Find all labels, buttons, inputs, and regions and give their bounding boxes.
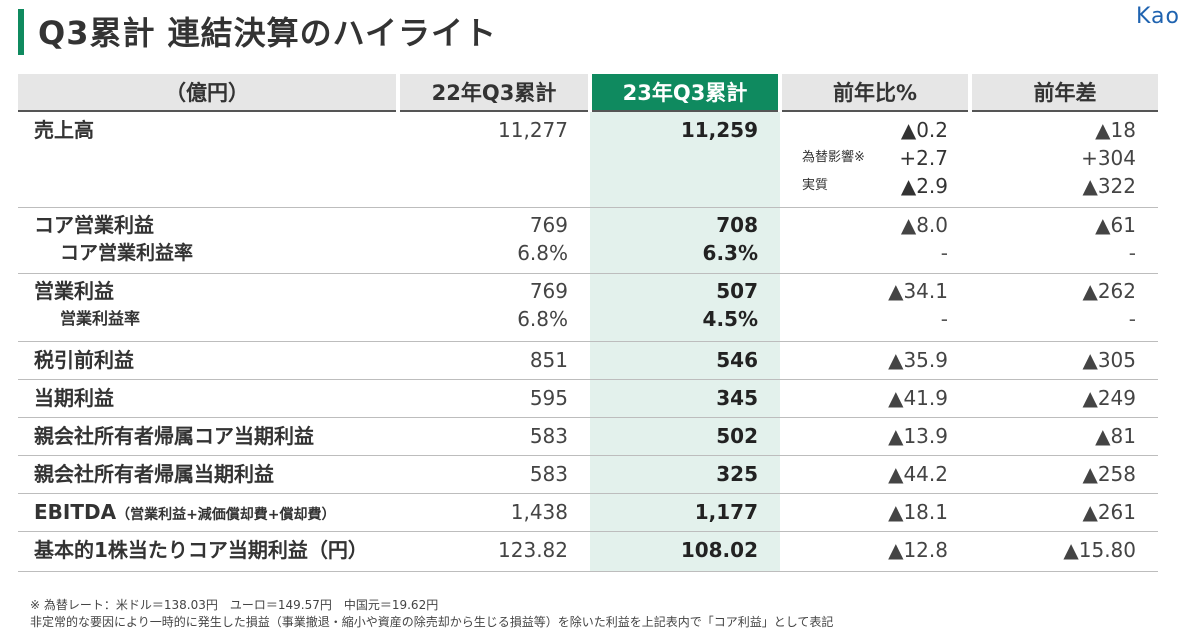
- yoy-ratio: -: [940, 240, 948, 265]
- page-title: Q3累計 連結決算のハイライト: [38, 14, 497, 52]
- diff-ratio: -: [1128, 306, 1136, 331]
- diff-real-value: ▲322: [1082, 174, 1136, 198]
- title-accent-bar: [18, 9, 24, 55]
- table-header-row: （億円） 22年Q3累計 23年Q3累計 前年比% 前年差: [18, 74, 1158, 112]
- column-header-prev-year: 22年Q3累計: [396, 74, 590, 112]
- curr-ratio: 6.3%: [702, 240, 758, 265]
- yoy-value: ▲34.1: [888, 278, 948, 303]
- diff-value: ▲61: [1095, 212, 1136, 237]
- row-sub-label: コア営業利益率: [60, 241, 194, 264]
- diff-value: ▲18: [1095, 118, 1136, 142]
- curr-value: 708: [716, 212, 758, 237]
- diff-value: ▲81: [1095, 423, 1136, 448]
- table-row: 営業利益 営業利益率 769 6.8% 507 4.5% ▲34.1 - ▲26…: [18, 273, 1158, 342]
- prev-value: 123.82: [498, 537, 568, 562]
- financial-highlights-table: （億円） 22年Q3累計 23年Q3累計 前年比% 前年差 売上高 11,277…: [18, 74, 1158, 572]
- column-header-yoy-percent: 前年比%: [778, 74, 970, 112]
- diff-value: ▲305: [1082, 347, 1136, 372]
- yoy-value: ▲35.9: [888, 347, 948, 372]
- ebitda-label: EBITDA: [34, 499, 117, 524]
- row-sub-label: 営業利益率: [60, 308, 141, 328]
- prev-value: 769: [529, 278, 568, 303]
- prev-value: 769: [529, 212, 568, 237]
- curr-value: 325: [716, 461, 758, 486]
- curr-value: 507: [716, 278, 758, 303]
- row-label: 売上高: [34, 118, 94, 142]
- table-row: 売上高 11,277 11,259 ▲0.2 為替影響※ +2.7 実質 ▲2.9 …: [18, 111, 1158, 208]
- prev-value: 851: [529, 347, 568, 372]
- yoy-ratio: -: [940, 306, 948, 331]
- diff-value: ▲258: [1082, 461, 1136, 486]
- diff-ratio: -: [1128, 240, 1136, 265]
- yoy-value: ▲44.2: [888, 461, 948, 486]
- table-row: 税引前利益 851 546 ▲35.9 ▲305: [18, 341, 1158, 380]
- yoy-value: ▲13.9: [888, 423, 948, 448]
- prev-value: 583: [529, 461, 568, 486]
- yoy-value: ▲0.2: [900, 118, 948, 142]
- row-label: 税引前利益: [34, 347, 134, 372]
- diff-fx-value: +304: [1081, 146, 1136, 170]
- row-label: 親会社所有者帰属当期利益: [34, 461, 274, 486]
- fx-impact-label: 為替影響※: [802, 150, 865, 165]
- row-label: 基本的1株当たりコア当期利益（円）: [34, 537, 368, 562]
- column-header-yoy-diff: 前年差: [968, 74, 1158, 112]
- row-label: 親会社所有者帰属コア当期利益: [34, 423, 314, 448]
- core-profit-footnote: 非定常的な要因により一時的に発生した損益（事業撤退・縮小や資産の除売却から生じる…: [30, 615, 834, 629]
- column-header-unit: （億円）: [18, 74, 398, 112]
- curr-value: 502: [716, 423, 758, 448]
- row-label: 当期利益: [34, 385, 114, 410]
- prev-value: 11,277: [498, 118, 568, 142]
- prev-value: 1,438: [510, 499, 568, 524]
- table-row: 当期利益 595 345 ▲41.9 ▲249: [18, 379, 1158, 418]
- yoy-value: ▲41.9: [888, 385, 948, 410]
- curr-value: 546: [716, 347, 758, 372]
- yoy-real-value: ▲2.9: [900, 174, 948, 198]
- table-row: 親会社所有者帰属コア当期利益 583 502 ▲13.9 ▲81: [18, 417, 1158, 456]
- fx-rate-footnote: ※ 為替レート：米ドル＝138.03円 ユーロ＝149.57円 中国元＝19.6…: [30, 598, 439, 612]
- yoy-fx-value: +2.7: [899, 146, 948, 170]
- column-header-current-year: 23年Q3累計: [588, 74, 780, 112]
- row-label: コア営業利益: [34, 212, 154, 237]
- slide-header: Q3累計 連結決算のハイライト Kao: [0, 0, 1200, 60]
- row-label: 営業利益: [34, 278, 114, 303]
- table-row: EBITDA（営業利益+減価償却費+償却費） 1,438 1,177 ▲18.1…: [18, 493, 1158, 532]
- yoy-value: ▲8.0: [900, 212, 948, 237]
- row-label: EBITDA（営業利益+減価償却費+償却費）: [18, 498, 398, 526]
- curr-value: 1,177: [694, 499, 758, 524]
- curr-value: 345: [716, 385, 758, 410]
- diff-value: ▲15.80: [1063, 537, 1136, 562]
- real-basis-label: 実質: [802, 178, 829, 193]
- diff-value: ▲262: [1082, 278, 1136, 303]
- table-row: コア営業利益 コア営業利益率 769 6.8% 708 6.3% ▲8.0 - …: [18, 207, 1158, 274]
- yoy-value: ▲12.8: [888, 537, 948, 562]
- kao-logo: Kao: [1136, 4, 1180, 29]
- prev-ratio: 6.8%: [517, 306, 568, 331]
- table-row: 親会社所有者帰属当期利益 583 325 ▲44.2 ▲258: [18, 455, 1158, 494]
- yoy-value: ▲18.1: [888, 499, 948, 524]
- diff-value: ▲261: [1082, 499, 1136, 524]
- curr-value: 108.02: [680, 537, 758, 562]
- table-row: 基本的1株当たりコア当期利益（円） 123.82 108.02 ▲12.8 ▲1…: [18, 531, 1158, 572]
- prev-ratio: 6.8%: [517, 240, 568, 265]
- ebitda-definition-note: （営業利益+減価償却費+償却費）: [116, 506, 336, 523]
- diff-value: ▲249: [1082, 385, 1136, 410]
- prev-value: 595: [529, 385, 568, 410]
- curr-ratio: 4.5%: [702, 306, 758, 331]
- curr-value: 11,259: [680, 118, 758, 142]
- prev-value: 583: [529, 423, 568, 448]
